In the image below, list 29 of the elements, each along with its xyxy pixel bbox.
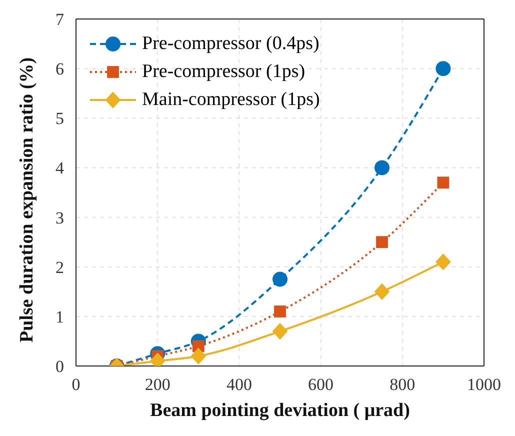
point (374, 160, 390, 176)
point (436, 254, 451, 270)
point (437, 176, 450, 189)
legend-label: Pre-compressor (0.4ps) (142, 32, 320, 56)
x-tick-label: 0 (72, 375, 80, 394)
point (374, 283, 390, 300)
legend-label: Pre-compressor (1ps) (142, 60, 306, 84)
y-tick-label: 0 (56, 357, 64, 376)
y-axis-title: Pulse duration expansion ratio (%) (16, 57, 38, 342)
x-tick-label: 400 (226, 375, 252, 394)
point (274, 306, 286, 318)
point (272, 272, 288, 287)
x-tick-label: 200 (144, 375, 170, 394)
x-tick-label: 800 (390, 375, 416, 394)
point (190, 348, 206, 364)
y-tick-label: 6 (56, 60, 64, 79)
point (436, 61, 451, 76)
x-tick-label: 600 (308, 375, 334, 394)
legend-label: Main-compressor (1ps) (142, 88, 320, 112)
x-tick-label: 1000 (467, 375, 501, 394)
y-tick-label: 3 (56, 208, 64, 228)
y-tick-label: 2 (56, 258, 64, 277)
x-axis-title: Beam pointing deviation ( μrad) (150, 400, 410, 421)
y-tick-label: 1 (56, 307, 64, 326)
y-tick-label: 5 (56, 109, 64, 128)
point (272, 322, 288, 340)
y-tick-label: 4 (56, 158, 64, 178)
y-tick-label: 7 (56, 10, 64, 30)
point (376, 236, 388, 248)
